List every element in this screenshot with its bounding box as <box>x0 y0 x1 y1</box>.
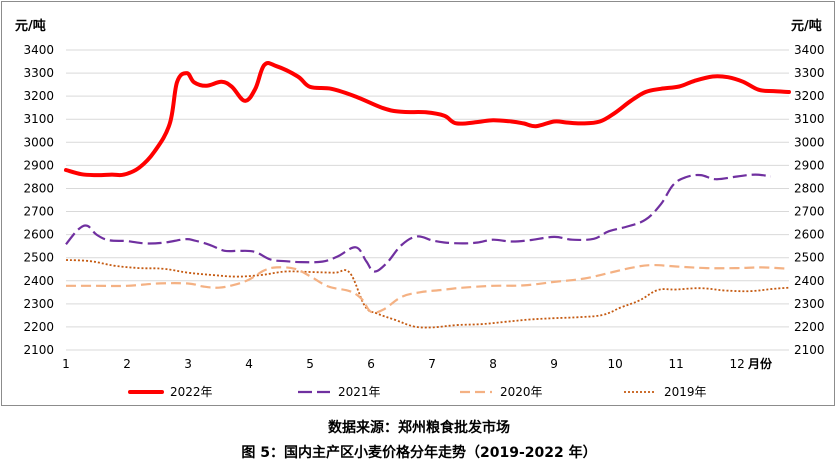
data-source-caption: 数据来源：郑州粮食批发市场 <box>328 420 510 436</box>
legend-label: 2021年 <box>338 385 381 399</box>
y-tick-label-right: 2200 <box>794 320 825 334</box>
x-tick-label: 11 <box>668 357 683 371</box>
y-tick-label-right: 3200 <box>794 89 825 103</box>
chart-svg: 2100 2100 2200 2200 2300 2300 2400 2400 2500 2500… <box>15 18 825 399</box>
y-unit-label-left: 元/吨 <box>15 18 46 34</box>
y-tick-label-right: 3300 <box>794 66 825 80</box>
x-tick-label: 10 <box>607 357 622 371</box>
series-line-2020年 <box>66 263 790 314</box>
y-tick-label-right: 2400 <box>794 274 825 288</box>
series-line-2022年 <box>64 60 791 178</box>
y-tick-label-right: 3100 <box>794 112 825 126</box>
y-tick-label-right: 2800 <box>794 181 825 195</box>
figure-title: 图 5：国内主产区小麦价格分年走势（2019-2022 年） <box>241 445 597 461</box>
y-tick-label-right: 2500 <box>794 251 825 265</box>
y-tick-label-left: 2400 <box>23 274 54 288</box>
y-tick-label-left: 3200 <box>23 89 54 103</box>
y-tick-label-left: 2500 <box>23 251 54 265</box>
y-tick-label-left: 2100 <box>23 343 54 357</box>
y-tick-label-right: 3000 <box>794 135 825 149</box>
series-line-2021年 <box>65 173 771 273</box>
y-tick-label-left: 2200 <box>23 320 54 334</box>
y-tick-label-right: 2600 <box>794 228 825 242</box>
y-tick-label-left: 2900 <box>23 158 54 172</box>
chart-frame: 2100 2100 2200 2200 2300 2300 2400 2400 2500 2500… <box>1 1 835 406</box>
legend-label: 2022年 <box>170 385 213 399</box>
y-tick-label-right: 2100 <box>794 343 825 357</box>
series-line-2019年 <box>65 259 790 329</box>
x-tick-label: 9 <box>550 357 558 371</box>
x-tick-label: 7 <box>428 357 436 371</box>
y-tick-label-left: 3100 <box>23 112 54 126</box>
y-tick-label-left: 3400 <box>23 43 54 57</box>
y-tick-label-right: 2700 <box>794 205 825 219</box>
x-tick-label: 12 <box>729 357 744 371</box>
x-tick-label: 4 <box>245 357 253 371</box>
x-tick-label: 5 <box>306 357 314 371</box>
x-tick-label: 1 <box>62 357 70 371</box>
legend-label: 2019年 <box>664 385 707 399</box>
y-tick-label-right: 2300 <box>794 297 825 311</box>
y-tick-label-left: 3000 <box>23 135 54 149</box>
y-tick-label-left: 2300 <box>23 297 54 311</box>
y-tick-label-right: 2900 <box>794 158 825 172</box>
y-tick-label-left: 3300 <box>23 66 54 80</box>
x-tick-label: 3 <box>184 357 192 371</box>
x-tick-label: 8 <box>489 357 497 371</box>
y-tick-label-right: 3400 <box>794 43 825 57</box>
legend-label: 2020年 <box>500 385 543 399</box>
y-unit-label-right: 元/吨 <box>791 18 822 34</box>
y-tick-label-left: 2600 <box>23 228 54 242</box>
x-tick-label: 6 <box>367 357 375 371</box>
x-unit-label: 月份 <box>747 356 773 371</box>
x-tick-label: 2 <box>123 357 131 371</box>
y-tick-label-left: 2700 <box>23 205 54 219</box>
y-tick-label-left: 2800 <box>23 181 54 195</box>
